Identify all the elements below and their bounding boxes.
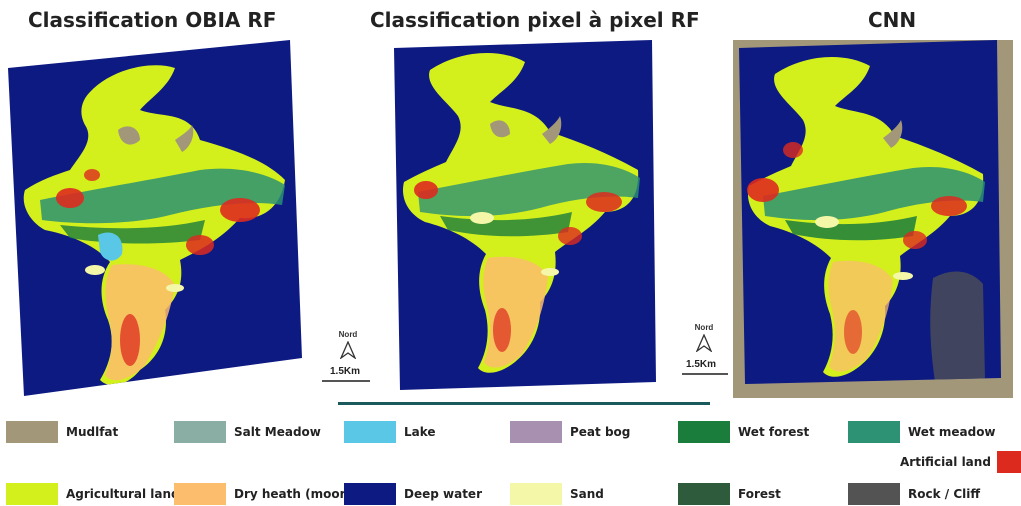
legend-label: Dry heath (moor): [234, 487, 351, 501]
map-title-obia: Classification OBIA RF: [28, 8, 277, 32]
scale-bar-label: 1.5Km: [330, 366, 361, 377]
legend-label: Mudlfat: [66, 425, 119, 439]
legend-label: Wet meadow: [908, 425, 996, 439]
map-title-cnn: CNN: [868, 8, 917, 32]
legend-item-lake: Lake: [344, 420, 436, 444]
legend-item-deep-water: Deep water: [344, 482, 482, 506]
legend-label: Deep water: [404, 487, 482, 501]
obia-classification-map: [8, 40, 302, 396]
legend-item-mudflat: Mudlfat: [6, 420, 118, 444]
map-title-pixel: Classification pixel à pixel RF: [370, 8, 700, 32]
legend-item-salt-meadow: Salt Meadow: [174, 420, 321, 444]
legend-item-wet-forest: Wet forest: [678, 420, 809, 444]
legend-swatch: [510, 421, 562, 443]
legend-swatch: [678, 483, 730, 505]
scale-bar-label-2: 1.5Km: [686, 359, 717, 370]
scale-bar-2: [682, 373, 728, 375]
legend-swatch: [344, 483, 396, 505]
legend-label: Wet forest: [738, 425, 810, 439]
legend-item-artificial-land: Artificial land: [900, 450, 1021, 474]
legend-item-sand: Sand: [510, 482, 604, 506]
north-arrow: Nord: [334, 330, 362, 359]
north-label-2: Nord: [694, 323, 714, 332]
legend-label: Agricultural land: [66, 487, 180, 501]
legend-swatch: [344, 421, 396, 443]
pixel-classification-map: [394, 40, 656, 390]
legend-label: Lake: [404, 425, 436, 439]
legend-label: Rock / Cliff: [908, 487, 981, 501]
cnn-classification-map: [733, 40, 1013, 398]
legend-item-forest: Forest: [678, 482, 781, 506]
north-arrow-icon: [340, 341, 356, 359]
legend-label: Sand: [570, 487, 604, 501]
legend-item-dry-heath: Dry heath (moor): [174, 482, 351, 506]
legend-item-agricultural-land: Agricultural land: [6, 482, 180, 506]
legend-swatch: [6, 483, 58, 505]
scale-bar: [322, 380, 370, 382]
legend-swatch: [510, 483, 562, 505]
legend-label: Salt Meadow: [234, 425, 321, 439]
legend-label: Artificial land: [900, 455, 991, 469]
legend-swatch: [6, 421, 58, 443]
legend-swatch: [678, 421, 730, 443]
legend-swatch: [174, 483, 226, 505]
north-arrow-2: Nord: [690, 323, 718, 352]
north-label: Nord: [338, 330, 358, 339]
north-arrow-icon-2: [696, 334, 712, 352]
legend-swatch: [848, 483, 900, 505]
legend-swatch: [996, 451, 1021, 473]
legend-item-peat-bog: Peat bog: [510, 420, 630, 444]
legend-swatch: [174, 421, 226, 443]
legend-label: Peat bog: [570, 425, 631, 439]
divider-line: [338, 402, 710, 405]
legend-swatch: [848, 421, 900, 443]
legend-item-wet-meadow: Wet meadow: [848, 420, 996, 444]
legend-item-rock-cliff: Rock / Cliff: [848, 482, 980, 506]
legend-label: Forest: [738, 487, 781, 501]
